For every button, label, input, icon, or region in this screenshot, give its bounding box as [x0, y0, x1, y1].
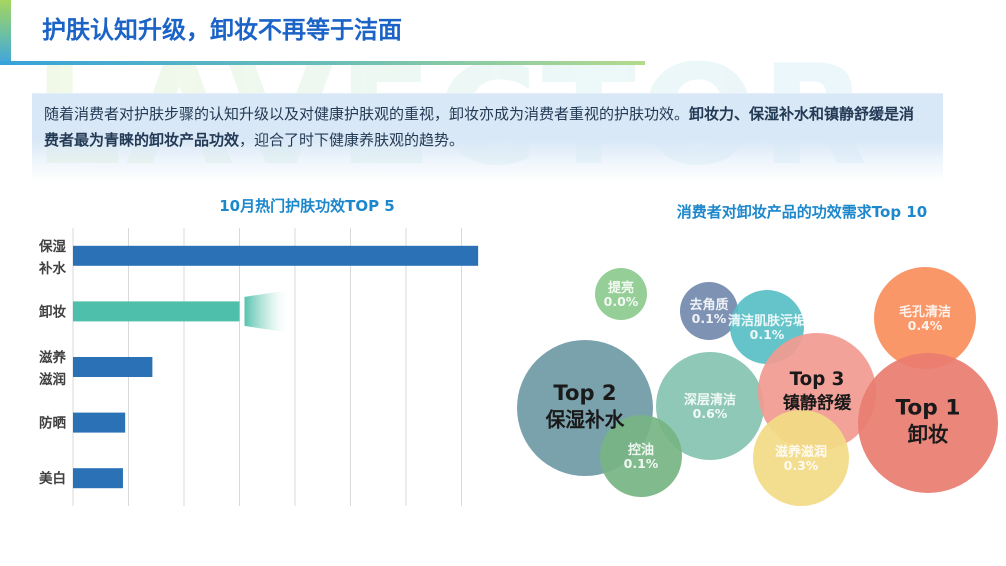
title-accent-bar	[0, 0, 11, 62]
bubble-name-label: 控油	[628, 442, 654, 458]
page-title: 护肤认知升级，卸妆不再等于洁面	[42, 16, 402, 44]
bar-category-label: 保湿补水	[38, 238, 66, 277]
summary-text-tail: ，迎合了时下健康养肤观的趋势。	[239, 131, 465, 149]
summary-text-normal: 随着消费者对护肤步骤的认知升级以及对健康护肤观的重视，卸妆亦成为消费者重视的护肤…	[44, 105, 690, 123]
bar-防晒	[73, 412, 126, 433]
bubble-value-label: 0.1%	[692, 311, 727, 326]
bubble-value-label: 0.3%	[784, 458, 819, 473]
bubble-name-label: 深层清洁	[684, 392, 736, 408]
bubble-name-label: 滋养滋润	[775, 444, 827, 460]
bar-category-label: 滋养滋润	[39, 349, 66, 388]
bubble-chart-title: 消费者对卸妆产品的功效需求Top 10	[676, 203, 928, 221]
highlight-funnel	[244, 289, 291, 333]
bar-美白	[73, 468, 123, 489]
bubble-深层清洁	[656, 352, 764, 460]
bubble-name-label: 毛孔清洁	[899, 304, 951, 320]
bar-保湿补水	[73, 245, 479, 266]
bubble-name-label: 保湿补水	[545, 408, 625, 431]
bubble-name-label: 提亮	[608, 280, 634, 296]
bubble-rank-label: Top 3	[790, 369, 845, 390]
bubble-卸妆	[858, 353, 998, 493]
bubble-name-label: 镇静舒缓	[783, 392, 852, 413]
bubble-rank-label: Top 2	[553, 380, 616, 405]
bubble-控油	[600, 415, 682, 497]
bubble-value-label: 0.6%	[693, 406, 728, 421]
summary-paragraph: 随着消费者对护肤步骤的认知升级以及对健康护肤观的重视，卸妆亦成为消费者重视的护肤…	[32, 94, 943, 153]
bar-滋养滋润	[73, 357, 153, 377]
bubble-提亮	[595, 268, 647, 320]
bar-category-label: 防晒	[39, 415, 66, 432]
bar-category-label: 美白	[39, 470, 66, 487]
bubble-name-label: 卸妆	[908, 423, 949, 447]
title-underline	[0, 61, 645, 65]
bubble-value-label: 0.1%	[624, 456, 659, 471]
bubble-去角质	[680, 282, 738, 340]
bubble-rank-label: Top 1	[896, 396, 961, 421]
bar-卸妆	[73, 301, 240, 322]
bubble-value-label: 0.1%	[750, 327, 785, 342]
bubble-value-label: 0.4%	[908, 318, 943, 333]
summary-band: 随着消费者对护肤步骤的认知升级以及对健康护肤观的重视，卸妆亦成为消费者重视的护肤…	[32, 93, 943, 182]
bubble-滋养滋润	[753, 410, 849, 506]
bubble-name-label: 去角质	[689, 297, 728, 313]
bar-category-label: 卸妆	[39, 303, 66, 320]
bubble-value-label: 0.0%	[604, 294, 639, 309]
bubble-name-label: 清洁肌肤污垢	[728, 313, 806, 329]
summary-text-bold: 卸妆力、保湿补水和镇静舒缓是消费者最为青睐的卸妆产品功效	[44, 105, 915, 149]
bar-chart-title: 10月热门护肤功效TOP 5	[219, 197, 395, 215]
bubble-毛孔清洁	[874, 267, 976, 369]
